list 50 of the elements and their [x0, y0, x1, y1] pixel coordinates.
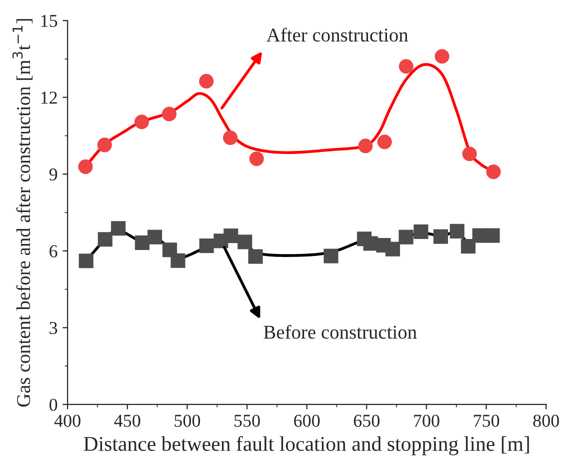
point: [134, 235, 150, 250]
y-axis-title: Gas content before and after construction [m$^{3}$t$^{−1}$]: [12, 19, 33, 407]
y-tick-label: 12: [41, 92, 57, 104]
point: [98, 232, 112, 247]
point: [324, 248, 338, 264]
point: [414, 224, 428, 239]
x-tick-label: 650: [354, 414, 380, 427]
point: [147, 230, 162, 244]
x-tick-label: 700: [414, 414, 440, 427]
y-tick-label: 0: [50, 398, 58, 411]
x-tick-label: 600: [294, 414, 320, 427]
point: [111, 221, 126, 236]
y-tick-label: 3: [50, 322, 58, 334]
point: [385, 242, 400, 256]
x-tick-label: 750: [474, 414, 500, 427]
point: [486, 164, 501, 180]
point: [224, 228, 238, 244]
point: [434, 49, 450, 64]
point: [222, 130, 238, 146]
point: [358, 138, 373, 154]
point: [460, 239, 476, 254]
point: [398, 230, 414, 244]
point: [433, 229, 448, 244]
y-tick-label: 6: [50, 245, 58, 258]
point: [238, 234, 252, 250]
point: [78, 159, 93, 174]
x-tick-label: 800: [533, 414, 559, 427]
point: [134, 114, 150, 130]
point: [97, 138, 112, 152]
point: [78, 254, 94, 268]
point: [398, 59, 414, 74]
point: [199, 74, 214, 88]
annotation: Before construction: [264, 324, 417, 339]
x-tick-label: 550: [234, 414, 260, 427]
x-tick-label: 500: [174, 414, 200, 427]
point: [462, 146, 477, 162]
y-tick-label: 9: [49, 168, 58, 181]
x-axis-title: Distance between fault location and stopping line [m]: [84, 436, 529, 456]
x-tick-label: 450: [114, 414, 140, 427]
x-tick-label: 400: [54, 414, 80, 427]
annotation: After construction: [266, 28, 408, 42]
point: [248, 249, 263, 264]
point: [450, 224, 464, 238]
point: [377, 134, 392, 150]
point: [170, 253, 186, 268]
y-tick-label: 15: [41, 14, 58, 28]
point: [249, 151, 264, 166]
point: [162, 106, 177, 122]
point: [199, 238, 214, 254]
point: [485, 228, 500, 243]
